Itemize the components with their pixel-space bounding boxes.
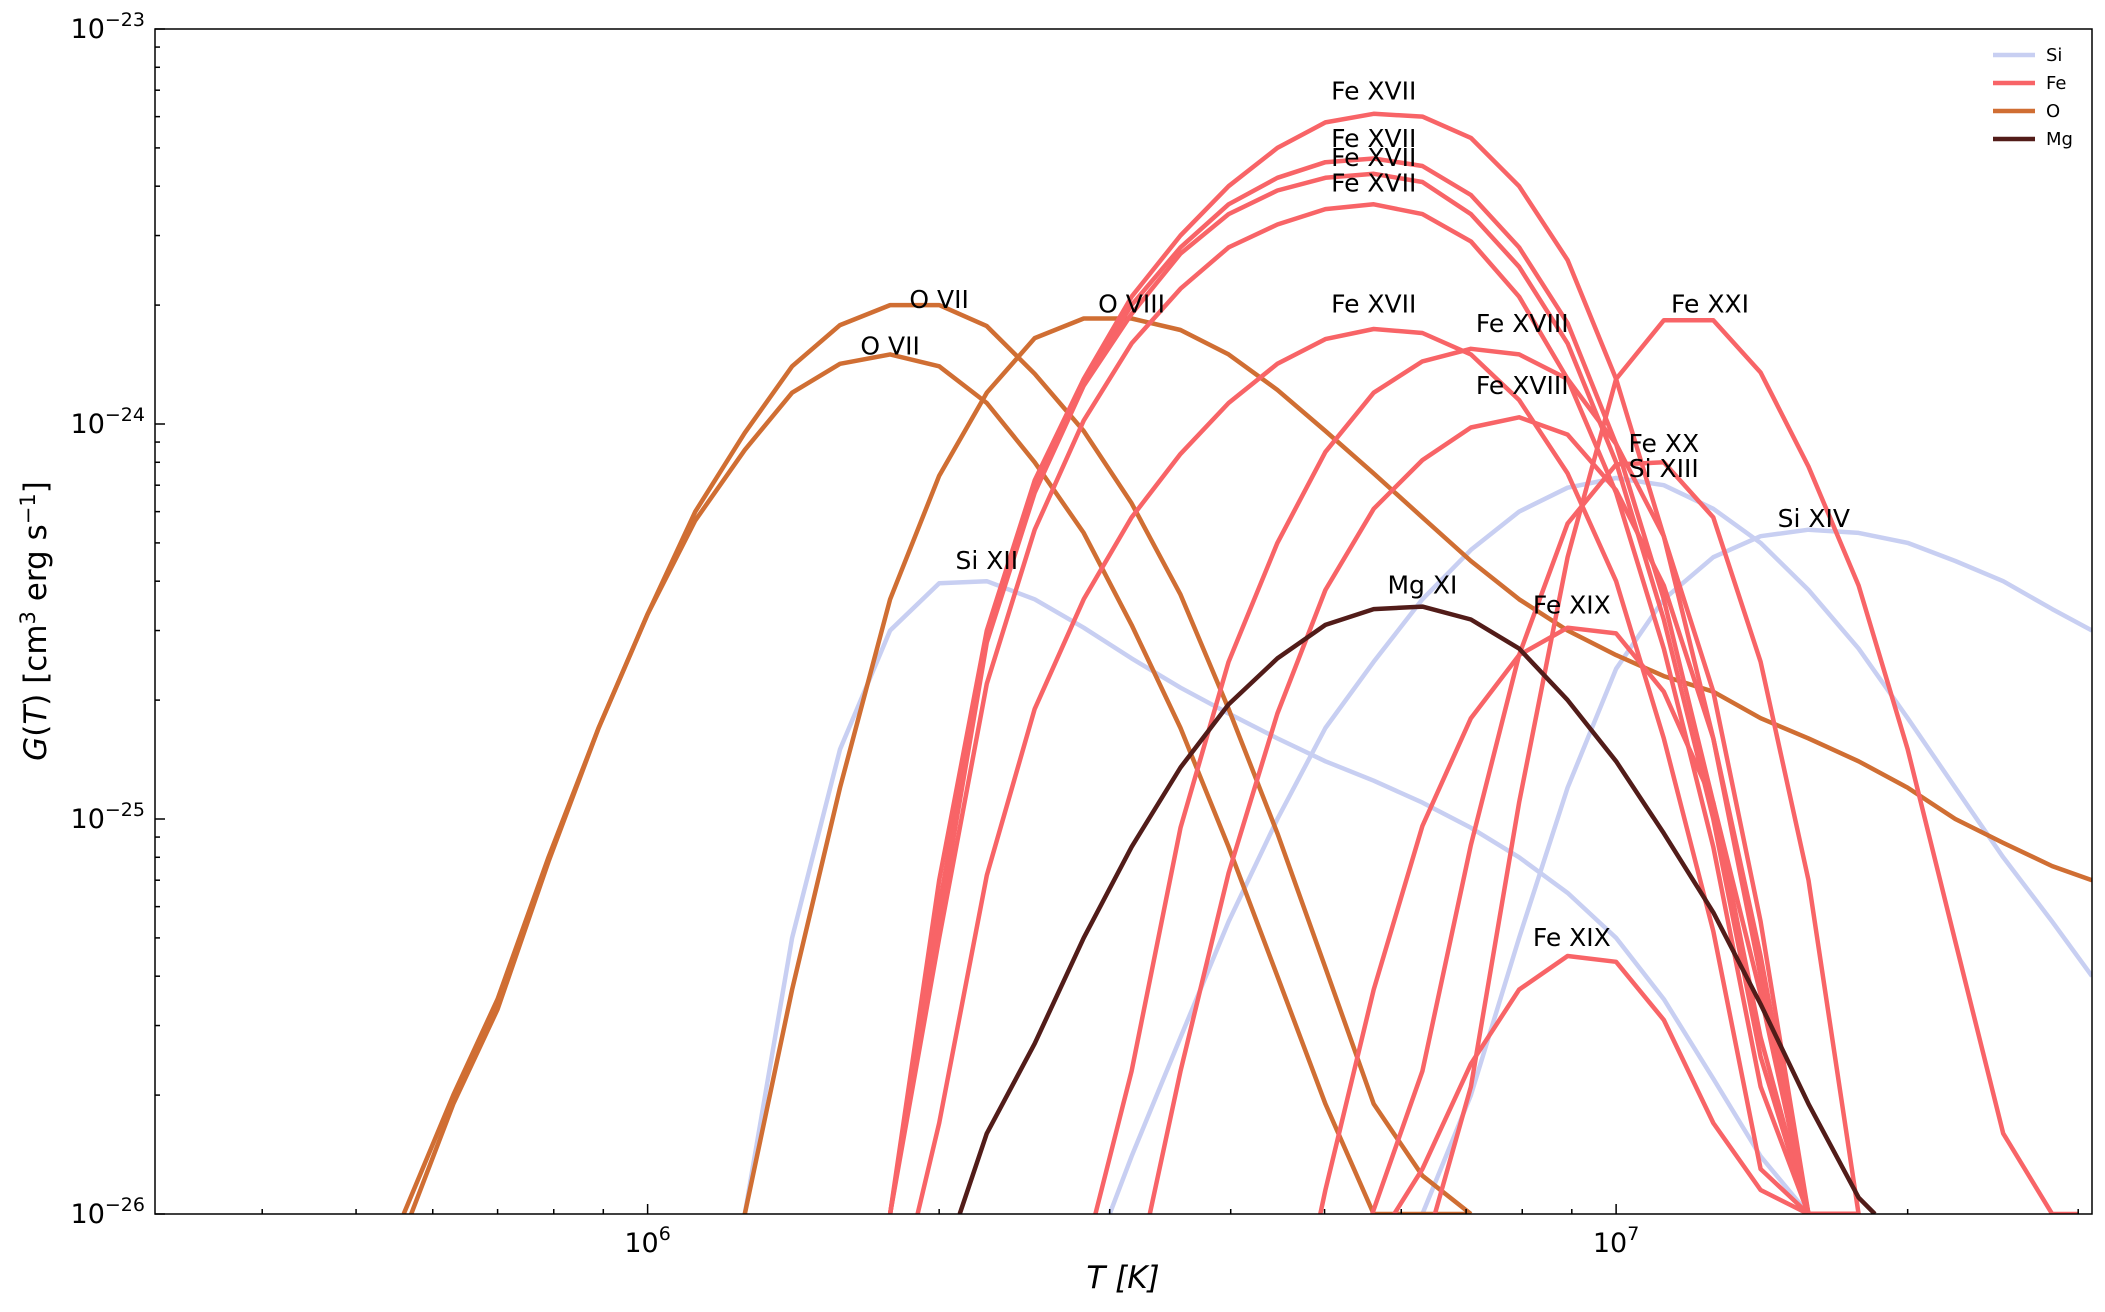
series-line-fe-xviii (1093, 346, 1859, 1214)
series-line-o-vii (409, 352, 1471, 1214)
y-tick-label: 10−23 (71, 9, 145, 45)
y-axis-label: G(T) [cm3 erg s−1] (16, 481, 54, 761)
series-line-fe-xix (1392, 953, 1810, 1214)
series-line-o-viii (742, 316, 2092, 1214)
line-label-mg-xi: Mg XI (1387, 570, 1457, 599)
series-line-fe-xxi (1432, 318, 2079, 1214)
tick-label-layer: 106 107 10−26 10−25 10−24 10−23 (71, 9, 1640, 1259)
series-line-fe-xvii (887, 202, 1859, 1214)
x-tick-label: 106 (624, 1223, 670, 1259)
line-label-fe-xvii: Fe XVII (1331, 168, 1416, 197)
line-label-fe-xvii: Fe XVII (1331, 143, 1416, 172)
series-line-fe-xix (1318, 625, 1859, 1214)
line-label-fe-xviii: Fe XVIII (1476, 371, 1569, 400)
line-label-fe-xix: Fe XIX (1533, 590, 1611, 619)
line-label-si-xii: Si XII (956, 546, 1019, 575)
series-line-fe-xvii (887, 111, 1859, 1214)
line-label-fe-xvii: Fe XVII (1331, 77, 1416, 106)
legend-label-si: Si (2046, 45, 2062, 66)
line-label-fe-xx: Fe XX (1628, 429, 1699, 458)
legend: Si Fe O Mg (1993, 45, 2073, 150)
x-axis-label: T [K] (1086, 1260, 1159, 1296)
series-line-si-xiv (1420, 527, 2092, 1214)
y-tick-label: 10−24 (71, 404, 145, 440)
line-label-layer: O VII O VII O VIII Si XII Si XIII Si XIV Fe XV… (860, 77, 1850, 953)
plot-frame (154, 28, 2093, 1215)
y-tick-label: 10−26 (71, 1194, 145, 1230)
line-label-si-xiii: Si XIII (1629, 454, 1699, 483)
legend-label-mg: Mg (2046, 129, 2073, 150)
y-tick-label: 10−25 (71, 799, 145, 835)
legend-label-o: O (2046, 101, 2060, 122)
line-label-o-vii: O VII (909, 285, 968, 314)
tick-layer (155, 28, 2079, 1215)
plot-area: O VII O VII O VIII Si XII Si XIII Si XIV Fe XV… (71, 9, 2093, 1259)
series-line-fe-xx (1370, 460, 1861, 1214)
line-label-o-vii: O VII (860, 331, 919, 360)
series-line-fe-xviii (1147, 415, 1859, 1214)
series-line-fe-xvii (915, 326, 1859, 1214)
series-line-mg-xi (957, 604, 1877, 1214)
series-line-fe-xvii (887, 171, 1859, 1214)
line-label-fe-xvii: Fe XVII (1331, 289, 1416, 318)
series-line-si-xii (742, 578, 1811, 1214)
x-tick-label: 107 (1593, 1223, 1639, 1259)
series-layer (401, 111, 2092, 1214)
line-label-si-xiv: Si XIV (1778, 504, 1850, 533)
line-label-fe-xviii: Fe XVIII (1476, 309, 1569, 338)
line-label-o-viii: O VIII (1098, 289, 1165, 318)
line-label-fe-xix: Fe XIX (1533, 923, 1611, 952)
series-line-si-xiii (1107, 475, 2092, 1214)
line-label-fe-xxi: Fe XXI (1671, 289, 1749, 318)
line-label-fe-xvii: Fe XVII (1331, 124, 1416, 153)
legend-label-fe: Fe (2046, 73, 2066, 94)
